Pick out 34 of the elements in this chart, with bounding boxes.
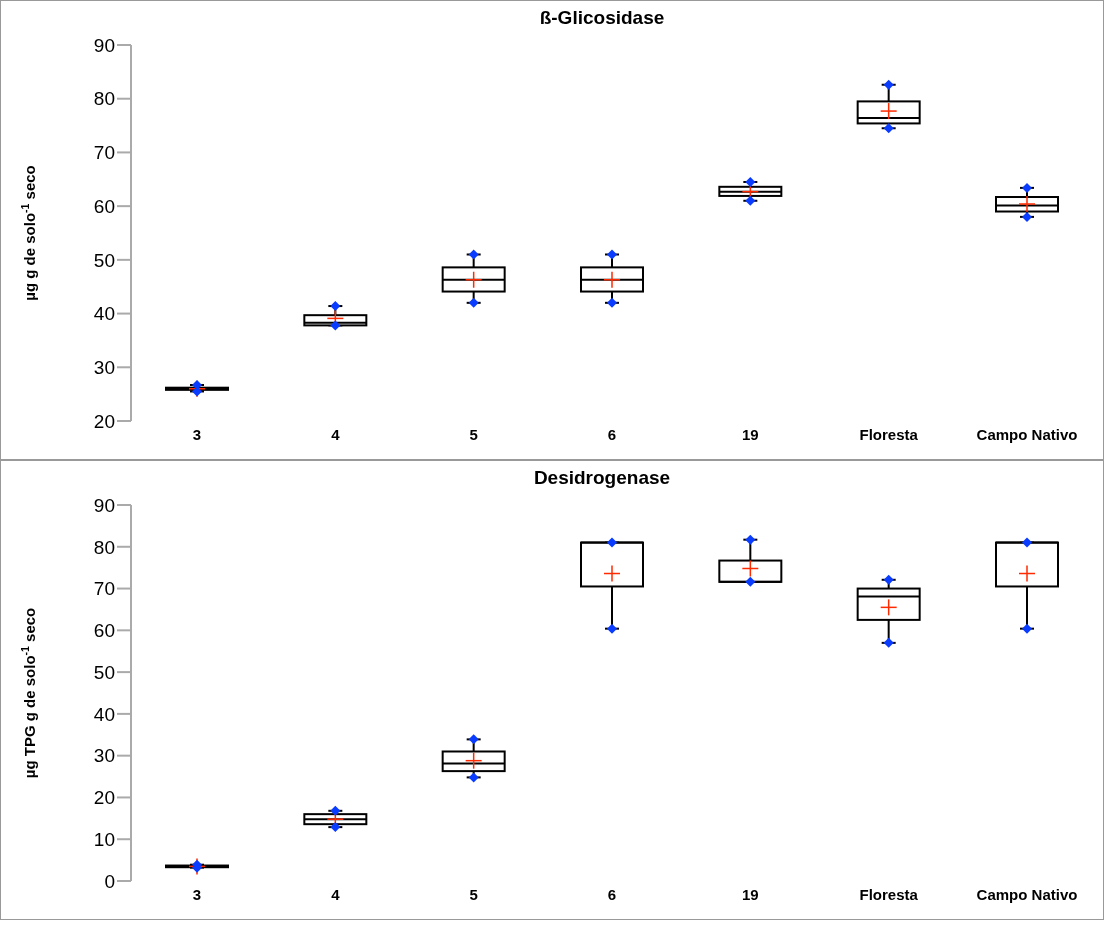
- x-tick-label: 6: [607, 885, 617, 903]
- y-tick-label: 40: [93, 703, 115, 725]
- y-tick-label: 80: [93, 536, 115, 558]
- y-tick-label: 60: [93, 195, 115, 217]
- x-tick-label: 5: [469, 885, 478, 903]
- chart-title: ß-Glicosidase: [538, 6, 666, 29]
- x-tick-label: 3: [192, 885, 202, 903]
- y-tick-label: 50: [93, 661, 115, 683]
- y-tick-label: 0: [104, 870, 115, 892]
- y-tick-label: 50: [93, 249, 115, 271]
- y-tick-label: 30: [93, 745, 115, 767]
- x-tick-label: Floresta: [859, 885, 919, 903]
- x-tick-label: 4: [331, 425, 341, 443]
- x-tick-label: Campo Nativo: [976, 425, 1078, 443]
- chart-title: Desidrogenase: [532, 466, 672, 489]
- x-tick-label: Floresta: [859, 425, 919, 443]
- x-tick-label: 5: [469, 425, 478, 443]
- y-tick-label: 10: [93, 828, 115, 850]
- x-tick-label: 19: [741, 425, 759, 443]
- y-tick-label: 90: [93, 34, 115, 56]
- y-tick-label: 20: [93, 787, 115, 809]
- y-tick-label: 40: [93, 303, 115, 325]
- x-tick-label: 4: [331, 885, 341, 903]
- x-tick-label: 19: [741, 885, 759, 903]
- y-tick-label: 70: [93, 142, 115, 164]
- y-tick-label: 20: [93, 410, 115, 432]
- y-tick-label: 30: [93, 357, 115, 379]
- x-tick-label: 3: [192, 425, 202, 443]
- y-tick-label: 60: [93, 620, 115, 642]
- x-tick-label: 6: [607, 425, 617, 443]
- y-tick-label: 90: [93, 494, 115, 516]
- y-tick-label: 80: [93, 88, 115, 110]
- y-tick-label: 70: [93, 578, 115, 600]
- x-tick-label: Campo Nativo: [976, 885, 1078, 903]
